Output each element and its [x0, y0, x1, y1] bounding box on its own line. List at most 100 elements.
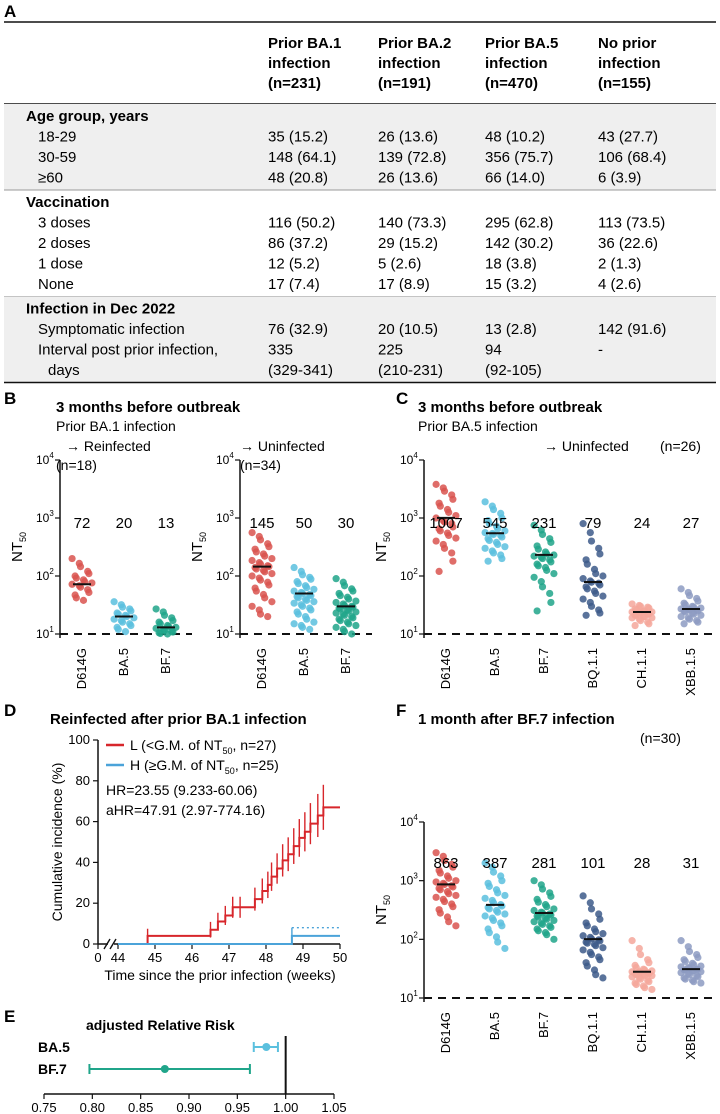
series-line-l — [118, 806, 340, 945]
data-point — [685, 615, 694, 623]
data-point — [648, 985, 656, 994]
y-tick-label: 103 — [36, 509, 54, 525]
legend-entry: H (≥G.M. of NT50, n=25) — [130, 757, 279, 776]
gmt-label: 13 — [158, 515, 175, 532]
data-point — [118, 603, 127, 611]
data-point — [248, 572, 256, 580]
panel-label-b: B — [4, 389, 16, 408]
table-row-label: Symptomatic infection — [38, 321, 185, 338]
table-cell: 12 (5.2) — [268, 256, 320, 273]
data-point — [485, 929, 493, 937]
panel-e-title: adjusted Relative Risk — [86, 1017, 235, 1033]
data-point — [530, 573, 538, 581]
data-point — [586, 529, 594, 537]
data-point — [530, 521, 538, 529]
data-point — [121, 627, 130, 636]
data-point — [697, 979, 705, 987]
data-point — [586, 899, 594, 907]
data-point — [501, 944, 509, 953]
data-point — [583, 560, 591, 568]
table-row-label: 3 doses — [38, 215, 91, 232]
data-point — [635, 944, 643, 953]
table-cell: 5 (2.6) — [378, 256, 421, 273]
y-tick-label: 40 — [76, 854, 90, 869]
table-cell: 225 — [378, 342, 403, 359]
y-tick-label: 104 — [216, 451, 234, 467]
rr-label: BA.5 — [38, 1039, 70, 1055]
x-tick-label: 0.75 — [31, 1100, 56, 1114]
data-point — [130, 614, 138, 622]
y-tick-label: 80 — [76, 773, 90, 788]
data-point — [599, 974, 607, 982]
panel-c-title: 3 months before outbreak — [418, 399, 603, 416]
data-point — [440, 856, 449, 865]
table-section-title: Infection in Dec 2022 — [26, 301, 175, 318]
table-cell: 35 (15.2) — [268, 129, 328, 146]
data-point — [530, 552, 538, 560]
data-point — [547, 558, 555, 566]
data-point — [256, 536, 265, 544]
table-cell: 48 (10.2) — [485, 129, 545, 146]
data-point — [694, 597, 702, 605]
data-point — [547, 598, 555, 607]
panel-label-c: C — [396, 389, 408, 408]
data-point — [452, 922, 460, 930]
y-tick-label: 101 — [400, 625, 418, 641]
data-point — [310, 585, 318, 593]
data-point — [306, 625, 314, 634]
table-column-header: (n=191) — [378, 75, 431, 92]
data-point — [498, 877, 506, 885]
y-tick-label: 100 — [68, 732, 90, 747]
data-point — [76, 563, 85, 571]
gmt-label: 31 — [683, 855, 700, 872]
data-point — [445, 531, 453, 540]
data-point — [530, 877, 538, 885]
x-tick-label: 0.85 — [128, 1100, 153, 1114]
data-point — [332, 623, 340, 631]
data-point — [436, 527, 444, 535]
data-point — [336, 617, 344, 625]
data-point — [543, 915, 551, 923]
y-tick-label: 103 — [400, 509, 418, 525]
data-point — [345, 595, 353, 603]
table-row-label: ≥60 — [38, 170, 63, 187]
table-cell: 29 (15.2) — [378, 235, 438, 252]
table-cell: 295 (62.8) — [485, 215, 553, 232]
data-point — [481, 894, 489, 902]
data-point — [631, 621, 639, 630]
data-point — [645, 978, 653, 986]
table-cell: 116 (50.2) — [268, 215, 335, 232]
gmt-label: 863 — [433, 855, 458, 872]
series-line-h — [118, 934, 340, 945]
table-cell: 113 (73.5) — [598, 215, 665, 232]
gmt-label: 72 — [74, 515, 91, 532]
data-point — [72, 594, 80, 602]
data-point — [599, 592, 607, 600]
table-column-header: Prior BA.1 — [268, 35, 341, 52]
y-tick-label: 101 — [36, 625, 54, 641]
table-cell: 2 (1.3) — [598, 256, 641, 273]
data-point — [449, 557, 457, 565]
data-point — [596, 609, 604, 617]
data-point — [583, 939, 591, 947]
data-point — [694, 953, 702, 962]
data-point — [677, 585, 685, 593]
data-point — [628, 614, 636, 622]
table-row-label: 18-29 — [38, 129, 76, 146]
data-point — [256, 610, 265, 618]
data-point — [268, 554, 276, 563]
data-point — [440, 897, 449, 906]
data-point — [303, 596, 311, 604]
data-point — [114, 625, 122, 634]
data-point — [534, 898, 542, 906]
gmt-label: 545 — [482, 515, 507, 532]
x-tick-label: BF.7 — [536, 1012, 551, 1038]
data-point — [550, 569, 558, 578]
table-cell: 148 (64.1) — [268, 149, 336, 166]
panel-label-e: E — [4, 1007, 15, 1026]
table-row-label: Interval post prior infection, — [38, 342, 218, 359]
data-point — [583, 585, 591, 593]
data-point — [76, 583, 85, 591]
data-point — [349, 614, 357, 622]
gmt-label: 27 — [683, 515, 700, 532]
